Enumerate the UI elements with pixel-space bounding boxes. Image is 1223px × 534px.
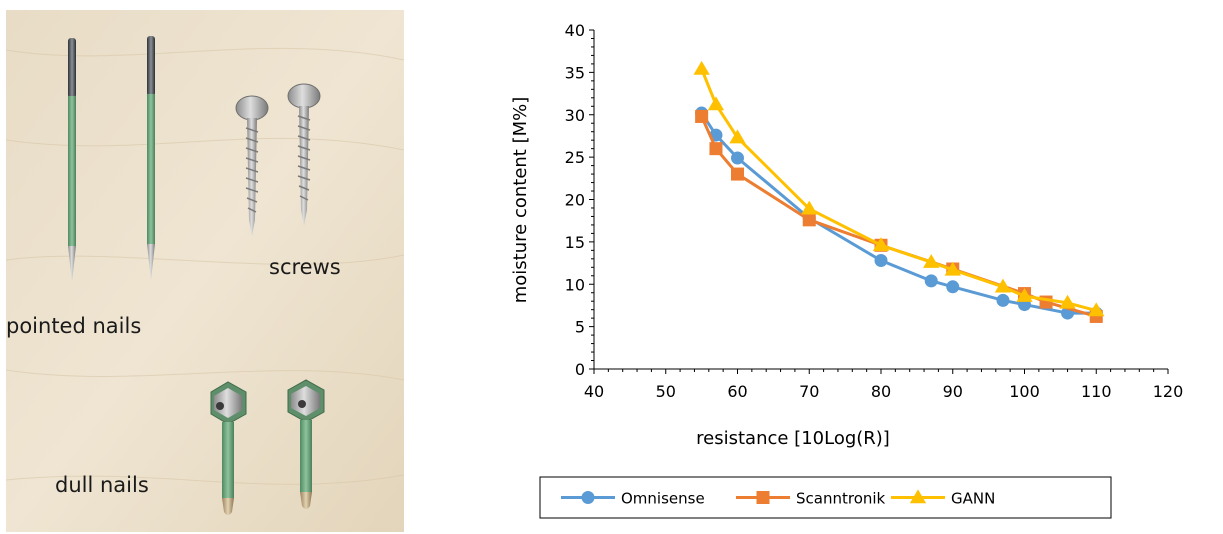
legend-label: Omnisense <box>621 490 705 508</box>
series-line <box>700 112 1097 315</box>
legend-label: Scanntronik <box>796 490 886 508</box>
chart-axes: 0 5 10 15 20 25 30 35 40 40 50 60 70 80 90 100 110 120 <box>565 21 1184 401</box>
legend-entry-scanntronik: Scanntronik <box>736 490 886 508</box>
pointed-nail-left <box>68 38 76 282</box>
legend-marker <box>581 491 595 504</box>
y-tick-label: 10 <box>565 275 585 294</box>
data-point <box>1016 287 1033 302</box>
y-tick-label: 25 <box>565 148 585 167</box>
data-point <box>923 254 940 268</box>
x-tick-label: 80 <box>871 382 891 401</box>
y-tick-label: 5 <box>575 318 585 337</box>
legend-marker <box>756 491 770 504</box>
pointed-nails-label: pointed nails <box>6 314 141 338</box>
series-scanntronik <box>695 109 1103 323</box>
dull-nails-label: dull nails <box>55 473 149 497</box>
x-tick-label: 90 <box>943 382 963 401</box>
y-axis-title: moisture content [M%] <box>510 97 531 304</box>
y-tick-label: 30 <box>565 106 585 125</box>
y-tick-label: 40 <box>565 21 585 40</box>
data-point <box>996 293 1010 307</box>
data-point <box>729 129 746 144</box>
moisture-chart: 0 5 10 15 20 25 30 35 40 40 50 60 70 80 90 100 110 120 mo… <box>510 21 1184 519</box>
data-point <box>731 151 744 165</box>
dull-nail-right <box>287 379 325 509</box>
x-tick-label: 50 <box>656 382 676 401</box>
screw-right <box>287 83 321 226</box>
x-tick-label: 70 <box>799 382 819 401</box>
y-tick-label: 20 <box>565 191 585 210</box>
x-tick-label: 100 <box>1009 382 1040 401</box>
data-point <box>874 254 888 268</box>
legend-entry-omnisense: Omnisense <box>561 490 705 508</box>
data-point <box>1088 302 1105 317</box>
chart-series <box>693 60 1105 323</box>
wood-grain <box>6 47 404 485</box>
series-gann <box>693 60 1105 317</box>
legend-label: GANN <box>951 490 995 508</box>
data-point <box>994 278 1012 293</box>
series-omnisense <box>695 106 1103 320</box>
x-tick-label: 110 <box>1081 382 1112 401</box>
x-tick-label: 60 <box>727 382 747 401</box>
x-tick-label: 40 <box>584 382 604 401</box>
wood-background <box>6 10 404 532</box>
chart-legend: Omnisense Scanntronik GANN <box>539 476 1112 519</box>
y-tick-label: 0 <box>575 360 585 379</box>
data-point <box>707 96 725 111</box>
data-point <box>924 274 938 288</box>
legend-marker <box>909 489 927 504</box>
data-point <box>801 200 818 215</box>
x-axis-title: resistance [10Log(R)] <box>696 428 890 449</box>
data-point <box>693 60 710 75</box>
dull-nail-left <box>210 381 247 515</box>
x-tick-label: 120 <box>1153 382 1184 401</box>
screw-left <box>235 95 269 236</box>
screws-label: screws <box>269 255 341 279</box>
data-point <box>709 142 723 156</box>
data-point <box>695 109 709 123</box>
y-tick-label: 15 <box>565 233 585 252</box>
y-tick-label: 35 <box>565 63 585 82</box>
series-line <box>700 115 1097 318</box>
fasteners-photo: screws pointed nails dull nails <box>6 10 404 532</box>
legend-entry-gann: GANN <box>891 489 995 508</box>
data-point <box>946 280 960 294</box>
legend-box <box>539 476 1112 519</box>
data-point <box>802 213 816 227</box>
data-point <box>731 167 744 181</box>
data-point <box>944 261 961 276</box>
data-point <box>872 237 890 251</box>
data-point <box>1059 294 1076 309</box>
pointed-nail-right <box>147 36 155 280</box>
